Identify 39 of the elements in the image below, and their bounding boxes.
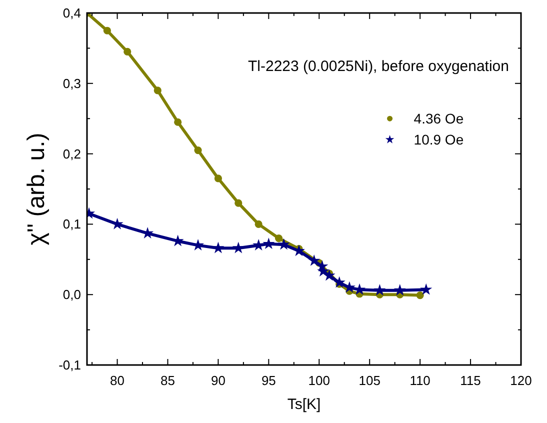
point [124,48,132,56]
y-tick-label: 0,3 [62,76,81,91]
x-axis-title: Ts[K] [287,396,321,413]
x-tick-label: 120 [510,373,532,388]
x-tick-label: 80 [110,373,125,388]
point [174,118,182,126]
x-tick-label: 95 [261,373,276,388]
point [416,292,424,300]
y-axis-title: χ'' (arb. u.) [23,132,50,246]
point [214,174,222,182]
point [194,146,202,154]
point [274,234,283,242]
legend-label: 10.9 Oe [414,132,464,148]
x-tick-label: 110 [410,373,430,388]
point [252,238,265,250]
point [103,26,111,34]
annotation: Tl-2223 (0.0025Ni), before oxygenation [248,58,509,75]
legend-label: 4.36 Oe [414,110,464,127]
point [374,284,386,296]
point [420,283,432,295]
x-tick-label: 100 [308,373,330,388]
point [262,238,275,250]
x-tick-label: 105 [358,373,380,388]
y-tick-label: 0,4 [62,6,81,20]
y-tick-label: 0,0 [62,287,81,302]
point [394,284,406,296]
x-tick-label: 85 [160,373,175,388]
point [154,86,162,94]
y-tick-label: 0,1 [62,216,81,232]
point [308,254,320,266]
point [254,220,262,228]
x-tick-label: 115 [460,373,481,388]
point [278,238,290,250]
x-tick-label: 90 [210,373,226,388]
y-tick-label: -0,1 [58,358,81,372]
point [323,269,336,281]
point [234,199,242,207]
point [333,276,346,288]
y-tick-label: 0,2 [62,146,81,162]
